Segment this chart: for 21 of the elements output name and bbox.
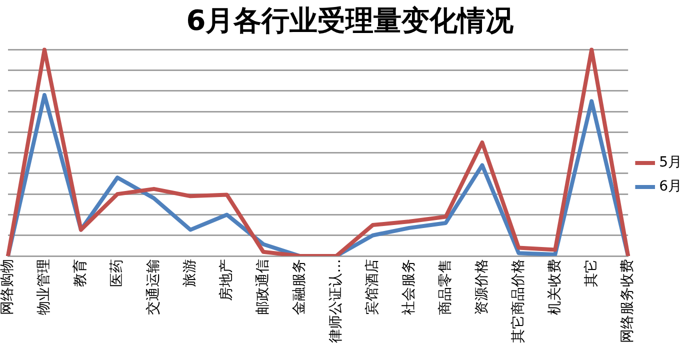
x-tick-label: 网络购物 (0, 259, 16, 315)
x-tick-label: 金融服务 (291, 259, 308, 315)
x-tick-label: 宾馆酒店 (364, 259, 380, 315)
legend-label: 5月 (659, 154, 682, 171)
x-tick-label: 交通运输 (146, 259, 162, 315)
x-tick-label: 网络服务收费 (620, 259, 636, 343)
x-tick-label: 其它商品价格 (510, 259, 526, 343)
x-tick-label: 物业管理 (36, 259, 52, 315)
legend-label: 6月 (659, 178, 682, 195)
x-tick-label: 教育 (72, 259, 89, 287)
x-tick-label: 社会服务 (400, 259, 417, 315)
x-tick-label: 房地产 (218, 259, 234, 301)
x-tick-label: 机关收费 (546, 259, 563, 315)
x-tick-label: 其它 (583, 259, 600, 287)
x-tick-label: 商品零售 (437, 259, 454, 315)
x-tick-label: 邮政通信 (254, 259, 271, 315)
chart-title: 6月各行业受理量变化情况 (186, 4, 515, 38)
x-tick-label: 律师公证认… (328, 259, 344, 343)
x-tick-label: 旅游 (182, 259, 198, 287)
x-tick-label: 资源价格 (474, 259, 490, 315)
x-tick-label: 医药 (109, 259, 126, 287)
